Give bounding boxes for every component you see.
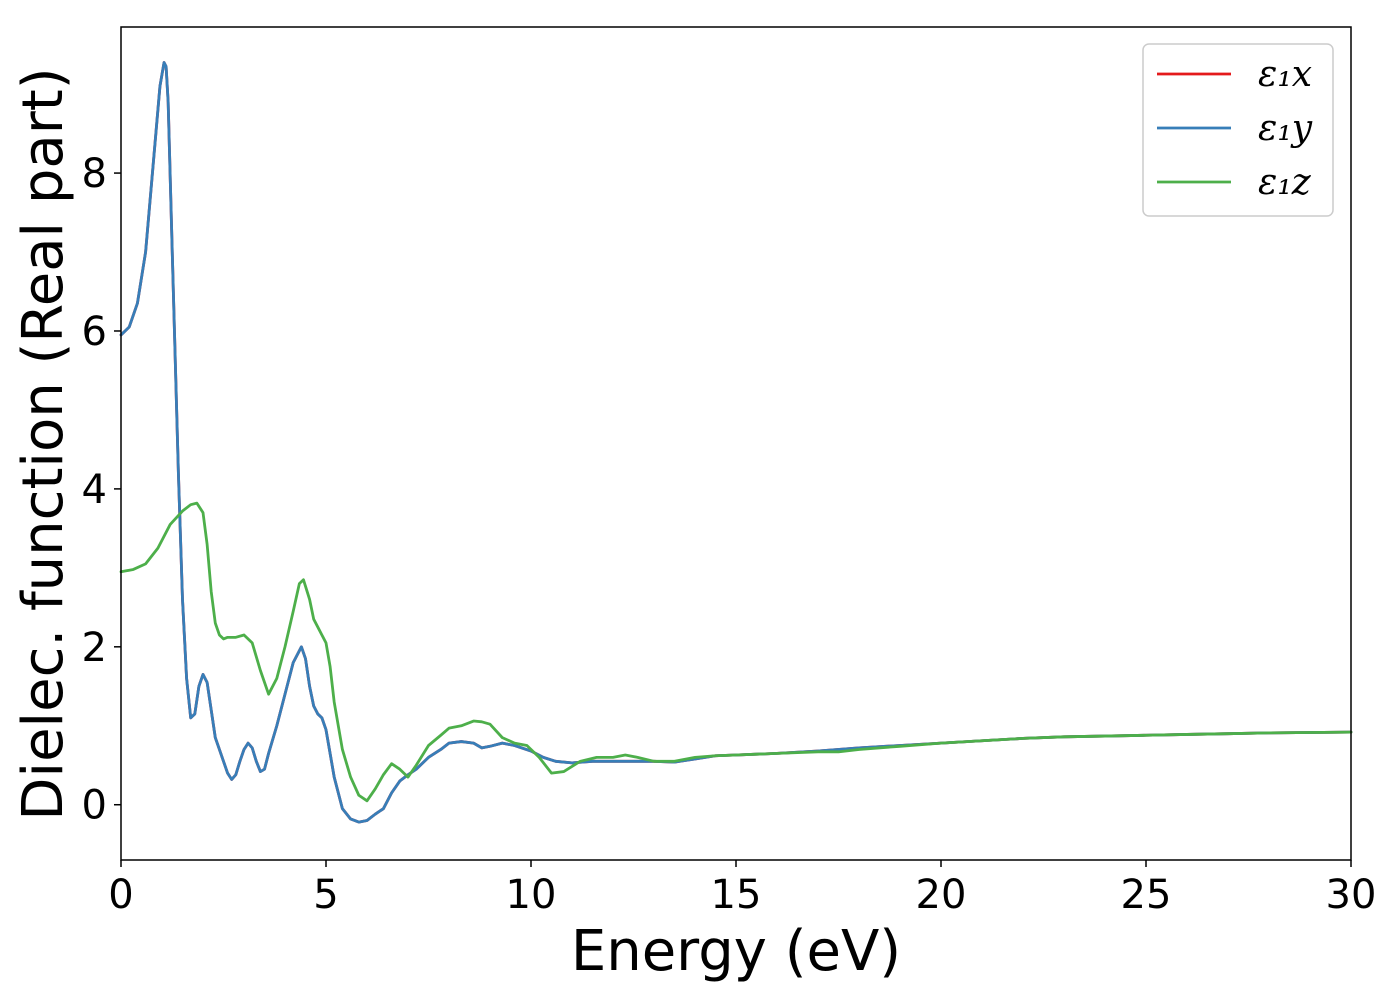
series-line-3 [119,501,1353,803]
x-tick-label: 0 [108,872,133,918]
x-tick-label: 10 [506,872,557,918]
legend-label-2: ε₁y [1258,108,1313,149]
x-tick-label: 20 [916,872,967,918]
x-tick-label: 5 [313,872,338,918]
y-axis-label: Dielec. function (Real part) [11,67,76,820]
x-tick-label: 30 [1326,872,1377,918]
y-axis-ticks: 0 2 4 6 8 [82,151,121,829]
y-tick-label: 4 [82,467,107,513]
y-tick-label: 8 [82,151,107,197]
x-tick-label: 25 [1121,872,1172,918]
x-axis-label: Energy (eV) [571,919,901,984]
x-axis-ticks: 0 5 10 15 20 25 30 [108,860,1376,918]
series-layer [119,61,1353,824]
x-tick-label: 15 [711,872,762,918]
y-tick-label: 6 [82,309,107,355]
legend-items: ε₁x ε₁y ε₁z [1157,54,1313,203]
legend-label-3: ε₁z [1258,162,1312,203]
y-tick-label: 0 [82,783,107,829]
legend-label-1: ε₁x [1258,54,1312,95]
legend-box [1142,43,1334,217]
y-tick-label: 2 [82,625,107,671]
legend: ε₁x ε₁y ε₁z [1142,43,1334,217]
